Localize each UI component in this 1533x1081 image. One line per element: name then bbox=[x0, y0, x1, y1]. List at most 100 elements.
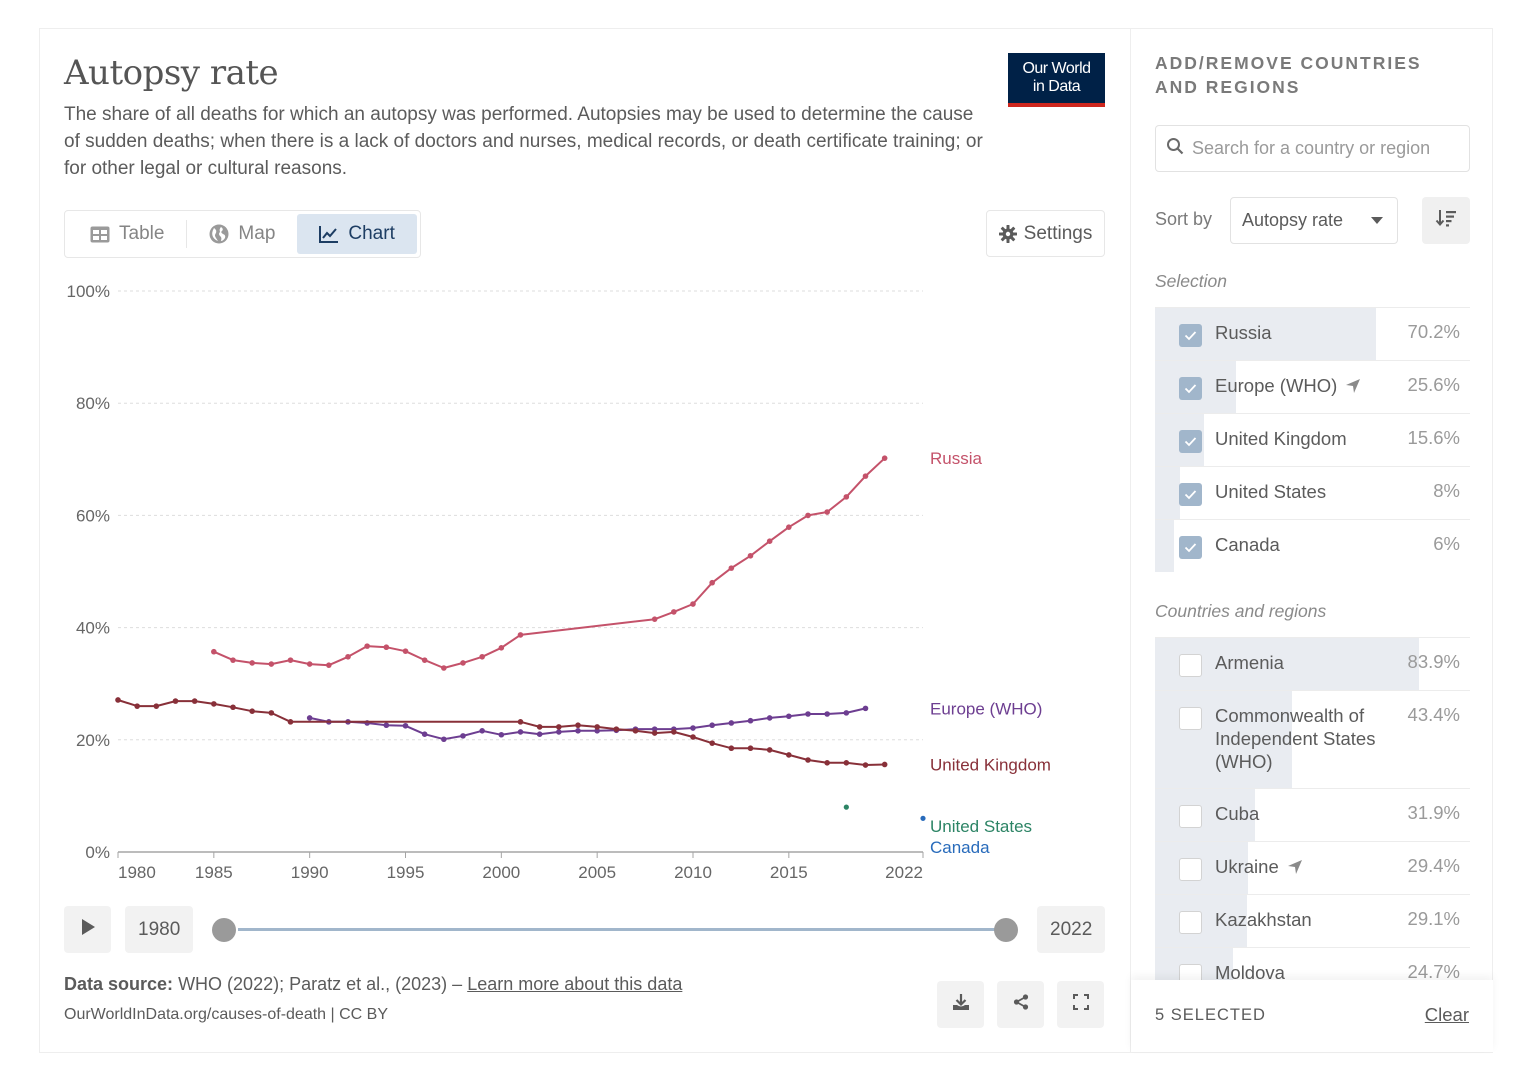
europe-who-point[interactable] bbox=[575, 728, 581, 734]
checkbox-unchecked[interactable] bbox=[1179, 707, 1202, 730]
clear-button[interactable]: Clear bbox=[1424, 1004, 1469, 1025]
united-kingdom-point[interactable] bbox=[230, 704, 236, 711]
united-kingdom-point[interactable] bbox=[249, 708, 255, 714]
checkbox-checked[interactable] bbox=[1179, 377, 1202, 400]
settings-button[interactable]: Settings bbox=[986, 210, 1105, 257]
checkbox-unchecked[interactable] bbox=[1179, 858, 1202, 881]
europe-who-point[interactable] bbox=[728, 720, 735, 726]
timeline-track[interactable] bbox=[238, 928, 1004, 931]
entity-row[interactable]: United States 8% bbox=[1155, 466, 1470, 519]
europe-who-point[interactable] bbox=[383, 722, 390, 729]
united-states-point[interactable] bbox=[843, 804, 849, 810]
search-input[interactable] bbox=[1190, 137, 1464, 160]
russia-point[interactable] bbox=[786, 524, 792, 530]
europe-who-point[interactable] bbox=[421, 731, 428, 737]
russia-line[interactable] bbox=[213, 457, 886, 669]
sort-by-select[interactable]: Autopsy rate bbox=[1230, 197, 1398, 244]
united-kingdom-point[interactable] bbox=[766, 747, 773, 753]
russia-point[interactable] bbox=[517, 632, 524, 638]
share-button[interactable] bbox=[997, 981, 1044, 1028]
tab-chart[interactable]: Chart bbox=[297, 214, 417, 254]
united-kingdom-point[interactable] bbox=[536, 724, 543, 730]
start-handle[interactable] bbox=[212, 918, 236, 942]
russia-point[interactable] bbox=[211, 648, 217, 655]
europe-who-point[interactable] bbox=[805, 711, 811, 717]
checkbox-checked[interactable] bbox=[1179, 483, 1202, 506]
united-kingdom-point[interactable] bbox=[728, 745, 735, 752]
europe-who-point[interactable] bbox=[651, 726, 658, 732]
united-kingdom-point[interactable] bbox=[211, 701, 217, 707]
russia-point[interactable] bbox=[843, 494, 850, 500]
checkbox-unchecked[interactable] bbox=[1179, 911, 1202, 934]
canada-point[interactable] bbox=[920, 815, 926, 821]
entity-row[interactable]: Armenia 83.9% bbox=[1155, 637, 1470, 690]
entity-row[interactable]: Cuba 31.9% bbox=[1155, 788, 1470, 841]
europe-who-point[interactable] bbox=[460, 733, 466, 739]
russia-label[interactable]: Russia bbox=[930, 449, 983, 468]
russia-point[interactable] bbox=[383, 644, 390, 651]
tab-table[interactable]: Table bbox=[68, 214, 186, 254]
europe-who-point[interactable] bbox=[517, 729, 524, 735]
united-kingdom-point[interactable] bbox=[651, 730, 658, 736]
europe-who-point[interactable] bbox=[786, 713, 792, 720]
checkbox-checked[interactable] bbox=[1179, 536, 1202, 559]
united-kingdom-point[interactable] bbox=[134, 703, 140, 709]
russia-point[interactable] bbox=[421, 657, 428, 663]
search-box[interactable] bbox=[1155, 125, 1470, 172]
end-handle[interactable] bbox=[994, 918, 1018, 942]
russia-point[interactable] bbox=[709, 579, 715, 586]
united-kingdom-point[interactable] bbox=[575, 722, 581, 729]
united-kingdom-point[interactable] bbox=[115, 697, 121, 703]
united-kingdom-point[interactable] bbox=[843, 760, 850, 766]
play-button[interactable] bbox=[64, 906, 111, 953]
russia-point[interactable] bbox=[268, 661, 275, 667]
europe-who-point[interactable] bbox=[402, 722, 409, 729]
europe-who-point[interactable] bbox=[709, 722, 715, 729]
united-kingdom-point[interactable] bbox=[594, 724, 600, 730]
russia-point[interactable] bbox=[230, 657, 236, 663]
russia-point[interactable] bbox=[747, 552, 754, 559]
united-kingdom-point[interactable] bbox=[556, 724, 562, 730]
united-kingdom-point[interactable] bbox=[786, 752, 792, 758]
russia-point[interactable] bbox=[287, 657, 294, 663]
entity-row[interactable]: Kazakhstan 29.1% bbox=[1155, 894, 1470, 947]
russia-point[interactable] bbox=[326, 662, 332, 668]
united-kingdom-point[interactable] bbox=[191, 698, 198, 704]
tab-map[interactable]: Map bbox=[187, 214, 297, 254]
download-button[interactable] bbox=[937, 981, 984, 1028]
united-kingdom-point[interactable] bbox=[881, 761, 888, 768]
europe-who-point[interactable] bbox=[766, 715, 773, 721]
russia-point[interactable] bbox=[805, 512, 811, 519]
united-kingdom-point[interactable] bbox=[613, 726, 620, 732]
checkbox-unchecked[interactable] bbox=[1179, 654, 1202, 677]
owid-logo[interactable]: Our World in Data bbox=[1008, 53, 1105, 107]
europe-who-point[interactable] bbox=[747, 717, 754, 724]
united-kingdom-point[interactable] bbox=[632, 728, 639, 734]
russia-point[interactable] bbox=[881, 455, 888, 461]
europe-who-label[interactable]: Europe (WHO) bbox=[930, 699, 1042, 718]
russia-point[interactable] bbox=[441, 665, 447, 671]
russia-point[interactable] bbox=[671, 609, 677, 615]
europe-who-line[interactable] bbox=[309, 707, 866, 741]
united-kingdom-point[interactable] bbox=[671, 729, 677, 735]
united-kingdom-point[interactable] bbox=[747, 745, 754, 752]
russia-point[interactable] bbox=[651, 616, 658, 622]
russia-point[interactable] bbox=[498, 644, 505, 651]
learn-more-link[interactable]: Learn more about this data bbox=[467, 974, 683, 994]
fullscreen-button[interactable] bbox=[1057, 981, 1104, 1028]
russia-point[interactable] bbox=[306, 661, 313, 667]
europe-who-point[interactable] bbox=[824, 711, 830, 717]
russia-point[interactable] bbox=[824, 509, 830, 515]
checkbox-checked[interactable] bbox=[1179, 430, 1202, 453]
united-kingdom-point[interactable] bbox=[287, 719, 294, 725]
entity-row[interactable]: Russia 70.2% bbox=[1155, 307, 1470, 360]
united-kingdom-point[interactable] bbox=[862, 762, 869, 768]
europe-who-point[interactable] bbox=[441, 736, 447, 743]
europe-who-point[interactable] bbox=[306, 715, 313, 721]
russia-point[interactable] bbox=[402, 648, 409, 654]
start-year-box[interactable]: 1980 bbox=[125, 906, 194, 953]
russia-point[interactable] bbox=[690, 601, 696, 607]
russia-point[interactable] bbox=[728, 565, 735, 571]
entity-row[interactable]: Canada 6% bbox=[1155, 519, 1470, 572]
checkbox-checked[interactable] bbox=[1179, 324, 1202, 347]
